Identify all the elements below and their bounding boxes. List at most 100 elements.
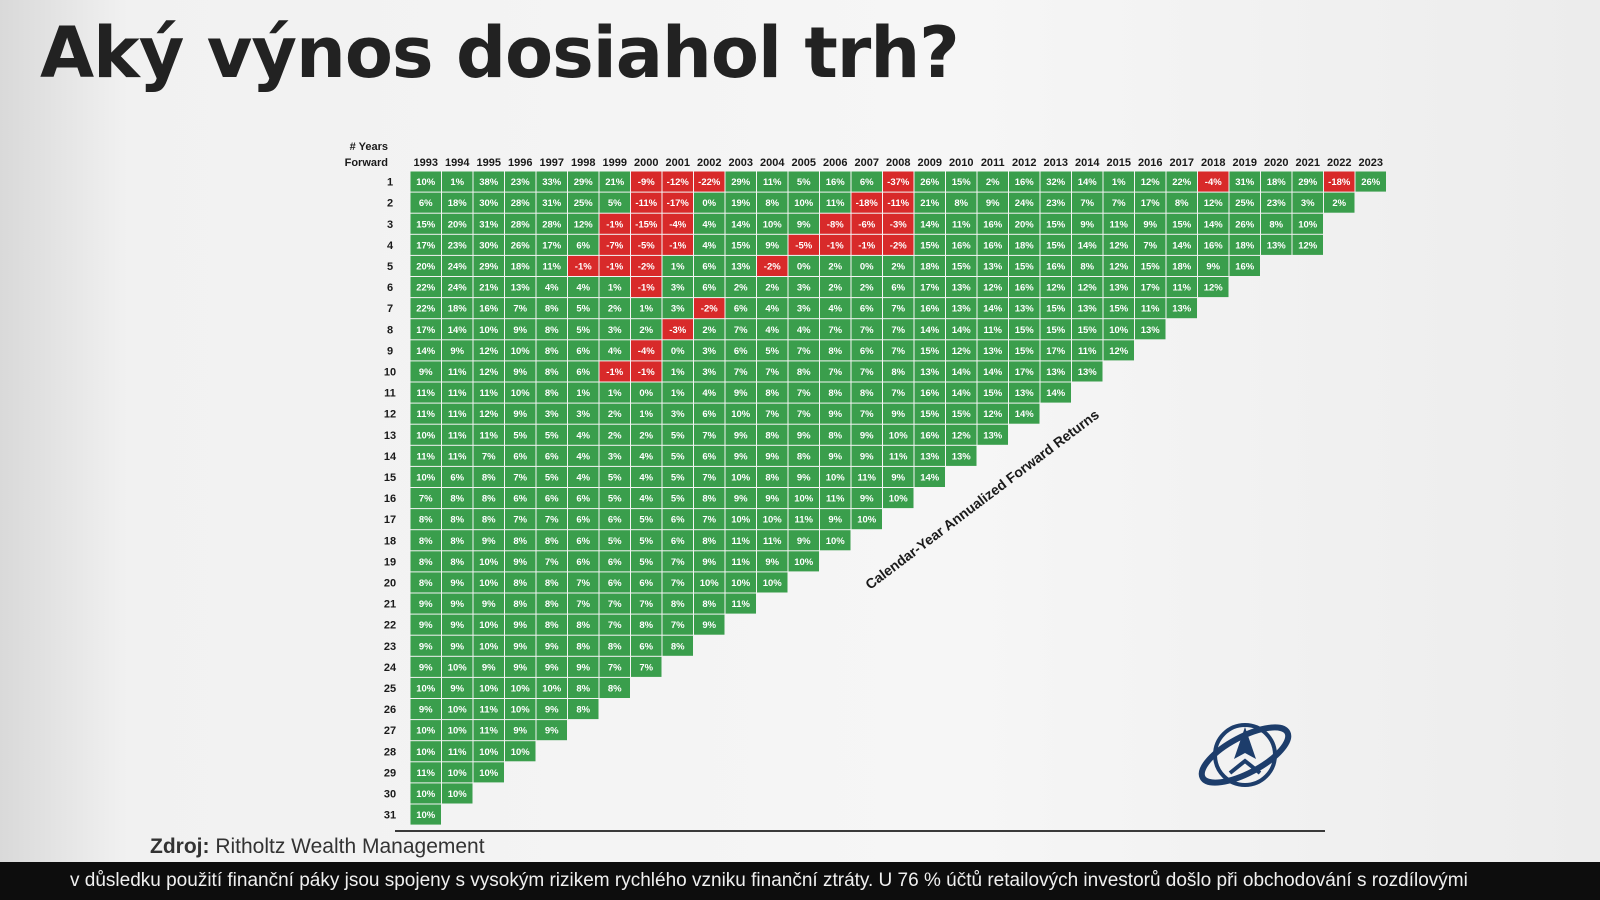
heatmap-cell-value: 14% — [1078, 240, 1098, 251]
column-year-label: 2000 — [634, 157, 658, 169]
heatmap-cell — [536, 635, 567, 656]
heatmap-cell — [505, 319, 536, 340]
row-forward-label: 18 — [384, 535, 396, 547]
heatmap-cell — [851, 445, 882, 466]
heatmap-cell — [473, 466, 504, 487]
heatmap-cell-value: 11% — [480, 705, 499, 716]
heatmap-cell-value: 8% — [765, 388, 779, 399]
heatmap-cell-value: -18% — [856, 198, 879, 209]
heatmap-cell — [977, 403, 1008, 424]
heatmap-cell-value: 4% — [576, 430, 590, 441]
heatmap-cell — [662, 382, 693, 403]
heatmap-cell-value: 9% — [860, 451, 874, 462]
heatmap-cell — [725, 361, 756, 382]
row-forward-label: 15 — [384, 472, 396, 484]
heatmap-cell — [568, 382, 599, 403]
heatmap-cell — [757, 361, 788, 382]
heatmap-cell — [505, 741, 536, 762]
column-year-label: 2001 — [666, 157, 690, 169]
heatmap-cell — [662, 213, 693, 234]
heatmap-cell — [631, 192, 662, 213]
heatmap-cell — [757, 319, 788, 340]
heatmap-cell — [946, 403, 977, 424]
heatmap-cell — [662, 340, 693, 361]
heatmap-cell — [820, 403, 851, 424]
heatmap-cell-value: 6% — [545, 451, 559, 462]
heatmap-cell-value: 10% — [763, 515, 783, 526]
heatmap-cell-value: 15% — [416, 219, 436, 230]
heatmap-cell-value: 9% — [765, 557, 779, 568]
heatmap-cell — [410, 277, 441, 298]
heatmap-cell-value: 6% — [734, 346, 748, 357]
heatmap-cell — [505, 509, 536, 530]
heatmap-cell — [662, 403, 693, 424]
heatmap-cell-value: 7% — [419, 494, 433, 505]
heatmap-cell — [914, 445, 945, 466]
heatmap-cell — [725, 445, 756, 466]
heatmap-cell — [694, 171, 725, 192]
heatmap-cell-value: 26% — [1235, 219, 1255, 230]
heatmap-cell-value: 5% — [639, 536, 653, 547]
heatmap-cell-value: 12% — [1109, 346, 1129, 357]
heatmap-cell — [725, 551, 756, 572]
heatmap-cell-value: 28% — [542, 219, 562, 230]
heatmap-cell-value: 3% — [797, 304, 811, 315]
heatmap-cell — [1103, 340, 1134, 361]
heatmap-cell-value: 17% — [920, 283, 940, 294]
heatmap-cell-value: 10% — [416, 810, 436, 821]
heatmap-cell — [914, 340, 945, 361]
heatmap-cell — [410, 677, 441, 698]
heatmap-cell — [505, 424, 536, 445]
heatmap-cell — [505, 593, 536, 614]
heatmap-cell — [788, 171, 819, 192]
heatmap-cell — [536, 234, 567, 255]
heatmap-cell — [568, 466, 599, 487]
heatmap-cell — [1261, 234, 1292, 255]
heatmap-cell — [946, 382, 977, 403]
heatmap-cell-value: 10% — [511, 346, 531, 357]
heatmap-cell — [1072, 192, 1103, 213]
row-forward-label: 10 — [384, 366, 396, 378]
heatmap-cell-value: 9% — [482, 662, 496, 673]
heatmap-cell-value: 30% — [479, 240, 499, 251]
heatmap-cell-value: 7% — [639, 599, 653, 610]
heatmap-cell — [851, 277, 882, 298]
heatmap-cell — [694, 298, 725, 319]
heatmap-cell-value: 20% — [416, 261, 436, 272]
heatmap-cell-value: 2% — [860, 283, 874, 294]
column-year-label: 2020 — [1264, 157, 1288, 169]
heatmap-cell — [820, 488, 851, 509]
row-forward-label: 5 — [387, 261, 393, 273]
heatmap-cell-value: 8% — [828, 346, 842, 357]
heatmap-cell — [725, 572, 756, 593]
heatmap-cell — [599, 677, 630, 698]
heatmap-cell — [788, 488, 819, 509]
heatmap-cell-value: 11% — [763, 177, 782, 188]
heatmap-cell-value: 25% — [574, 198, 594, 209]
row-forward-label: 29 — [384, 767, 396, 779]
column-year-label: 2010 — [949, 157, 973, 169]
heatmap-cell — [946, 424, 977, 445]
heatmap-cell — [820, 277, 851, 298]
column-year-label: 2009 — [918, 157, 942, 169]
row-forward-label: 2 — [387, 198, 393, 210]
heatmap-cell — [631, 530, 662, 551]
column-year-label: 2007 — [855, 157, 879, 169]
heatmap-cell-value: 5% — [639, 557, 653, 568]
heatmap-cell-value: 7% — [513, 472, 527, 483]
heatmap-cell — [883, 488, 914, 509]
heatmap-cell-value: 10% — [511, 683, 531, 694]
heatmap-cell — [725, 277, 756, 298]
heatmap-cell-value: 2% — [608, 304, 622, 315]
heatmap-cell — [473, 656, 504, 677]
heatmap-cell-value: 6% — [576, 557, 590, 568]
heatmap-cell-value: 0% — [702, 198, 716, 209]
heatmap-cell — [599, 466, 630, 487]
heatmap-cell-value: 13% — [983, 261, 1003, 272]
heatmap-cell-value: 10% — [731, 515, 751, 526]
heatmap-cell-value: 14% — [1046, 388, 1066, 399]
heatmap-cell — [977, 424, 1008, 445]
heatmap-cell-value: 8% — [450, 536, 464, 547]
heatmap-cell-value: 8% — [671, 599, 685, 610]
heatmap-cell-value: 7% — [545, 557, 559, 568]
